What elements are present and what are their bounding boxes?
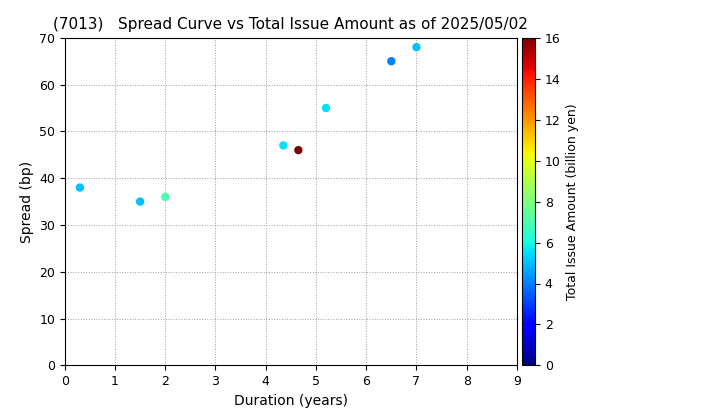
Point <box>160 194 171 200</box>
Point <box>135 198 146 205</box>
Point <box>277 142 289 149</box>
Point <box>74 184 86 191</box>
Y-axis label: Total Issue Amount (billion yen): Total Issue Amount (billion yen) <box>566 103 579 300</box>
X-axis label: Duration (years): Duration (years) <box>234 394 348 408</box>
Point <box>292 147 304 153</box>
Point <box>385 58 397 65</box>
Point <box>410 44 422 50</box>
Point <box>320 105 332 111</box>
Y-axis label: Spread (bp): Spread (bp) <box>19 160 34 243</box>
Title: (7013)   Spread Curve vs Total Issue Amount as of 2025/05/02: (7013) Spread Curve vs Total Issue Amoun… <box>53 18 528 32</box>
